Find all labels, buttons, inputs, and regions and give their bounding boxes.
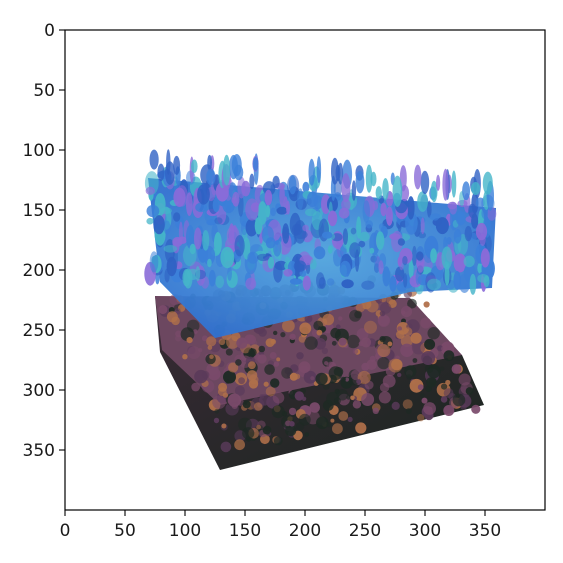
top-slab xyxy=(144,149,497,338)
x-tick-label: 50 xyxy=(114,521,136,541)
y-tick-label: 250 xyxy=(23,321,55,341)
x-tick-label: 0 xyxy=(60,521,71,541)
y-tick-label: 100 xyxy=(23,141,55,161)
x-axis: 0 50 100 150 200 250 300 350 xyxy=(60,510,501,541)
x-tick-label: 250 xyxy=(349,521,381,541)
x-tick-label: 200 xyxy=(289,521,321,541)
y-tick-label: 200 xyxy=(23,261,55,281)
x-tick-label: 300 xyxy=(409,521,441,541)
y-tick-label: 350 xyxy=(23,441,55,461)
x-tick-label: 150 xyxy=(229,521,261,541)
y-tick-label: 50 xyxy=(33,81,55,101)
y-tick-label: 150 xyxy=(23,201,55,221)
y-tick-label: 300 xyxy=(23,381,55,401)
x-tick-label: 100 xyxy=(169,521,201,541)
x-tick-label: 350 xyxy=(469,521,501,541)
point-cloud-render xyxy=(144,149,497,470)
y-tick-label: 0 xyxy=(44,21,55,41)
y-axis: 0 50 100 150 200 250 300 350 xyxy=(23,21,65,461)
